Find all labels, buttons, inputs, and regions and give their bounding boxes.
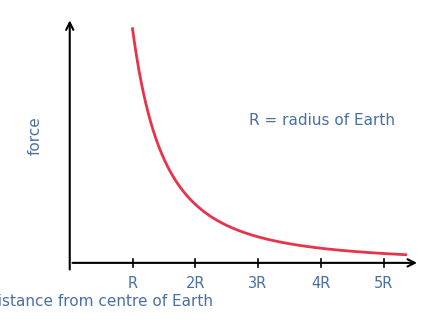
Text: R = radius of Earth: R = radius of Earth xyxy=(249,113,395,127)
Text: distance from centre of Earth: distance from centre of Earth xyxy=(0,294,213,309)
Text: 4R: 4R xyxy=(311,276,330,291)
Text: R: R xyxy=(127,276,138,291)
Text: 2R: 2R xyxy=(186,276,205,291)
Text: force: force xyxy=(28,117,43,155)
Text: 3R: 3R xyxy=(249,276,268,291)
Text: 5R: 5R xyxy=(374,276,393,291)
